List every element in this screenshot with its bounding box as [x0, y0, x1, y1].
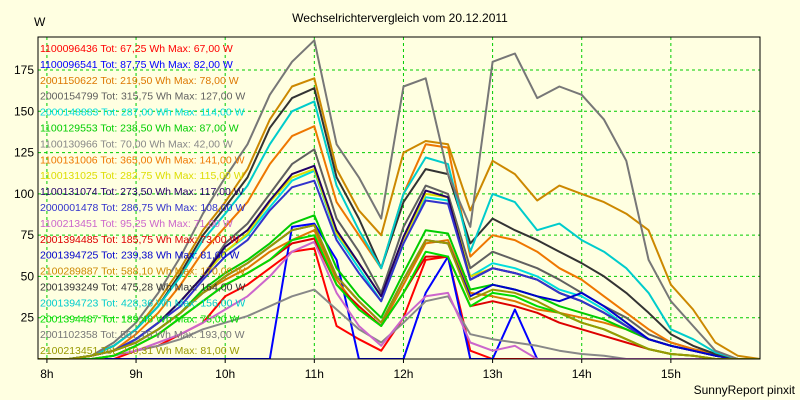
x-tick-label: 8h: [40, 367, 53, 381]
y-tick-label: 150: [14, 104, 34, 118]
x-tick-label: 13h: [483, 367, 503, 381]
legend-entry: 1100213451 Tot: 95,25 Wh Max: 71,00 W: [40, 218, 233, 230]
legend-entry: 2100289887 Tot: 588,10 Wh Max: 170,00 W: [40, 266, 245, 278]
series-line-2100289887: [38, 77, 760, 359]
x-tick-label: 9h: [129, 367, 142, 381]
y-tick-label: 175: [14, 63, 34, 77]
y-axis-label: W: [34, 15, 46, 29]
x-tick-label: 12h: [393, 367, 413, 381]
y-tick-label: 100: [14, 187, 34, 201]
legend-entry: 2001394487 Tot: 189,48 Wh Max: 75,00 W: [40, 313, 240, 325]
legend-entry: 2000001478 Tot: 286,75 Wh Max: 108,00 W: [40, 202, 245, 214]
y-tick-label: 25: [21, 311, 35, 325]
chart-title: Wechselrichtervergleich vom 20.12.2011: [292, 11, 508, 25]
legend-entry: 2100213451 Tot: 210,31 Wh Max: 81,00 W: [40, 345, 240, 357]
legend-entry: 1100096436 Tot: 67,25 Wh Max: 67,00 W: [40, 43, 233, 55]
y-tick-label: 75: [21, 228, 35, 242]
legend-entry: 2001102358 Tot: 507,75 Wh Max: 193,00 W: [40, 329, 245, 341]
legend: 1100096436 Tot: 67,25 Wh Max: 67,00 W 110…: [40, 43, 245, 357]
legend-entry: 2001150622 Tot: 219,50 Wh Max: 78,00 W: [40, 75, 239, 87]
y-tick-label: 125: [14, 146, 34, 160]
series-line-2100213451: [38, 224, 760, 359]
legend-entry: 2000154799 Tot: 315,75 Wh Max: 127,00 W: [40, 91, 245, 103]
x-tick-label: 11h: [305, 367, 324, 381]
legend-entry: 2000148883 Tot: 287,00 Wh Max: 114,00 W: [40, 107, 245, 119]
legend-entry: 2001394485 Tot: 185,75 Wh Max: 73,00 W: [40, 234, 240, 246]
y-tick-label: 50: [21, 269, 35, 283]
legend-entry: 1100131006 Tot: 365,00 Wh Max: 141,00 W: [40, 154, 245, 166]
series-line-2001394723: [38, 100, 760, 359]
plot-frame: [37, 36, 761, 360]
legend-entry: 1100096541 Tot: 87,75 Wh Max: 82,00 W: [40, 59, 233, 71]
legend-entry: 1100131025 Tot: 282,75 Wh Max: 115,00 W: [40, 170, 244, 182]
legend-entry: 2001393249 Tot: 475,28 Wh Max: 164,00 W: [40, 282, 245, 294]
legend-entry: 2001394725 Tot: 239,38 Wh Max: 81,00 W: [40, 250, 240, 262]
series-layer: [38, 39, 760, 359]
axis-layer: 25 50 75 100 125 150 175 8h 9h 10h 11h 12h 13h 14h 15h: [14, 36, 761, 381]
legend-entry: 1100130966 Tot: 70,00 Wh Max: 42,00 W: [40, 138, 233, 150]
legend-entry: 2001394723 Tot: 428,36 Wh Max: 156,00 W: [40, 297, 245, 309]
x-tick-label: 14h: [572, 367, 592, 381]
x-tick-label: 10h: [215, 367, 235, 381]
footer-credit: SunnyReport pinxit: [694, 383, 796, 397]
series-line-1100213451: [38, 240, 760, 359]
x-tick-label: 15h: [661, 367, 681, 381]
series-line-2001102358: [38, 39, 760, 359]
legend-entry: 1100131074 Tot: 273,50 Wh Max: 117,00 W: [40, 186, 244, 198]
legend-entry: 1100129553 Tot: 238,50 Wh Max: 87,00 W: [40, 123, 239, 135]
series-line-2000001478: [38, 179, 760, 359]
